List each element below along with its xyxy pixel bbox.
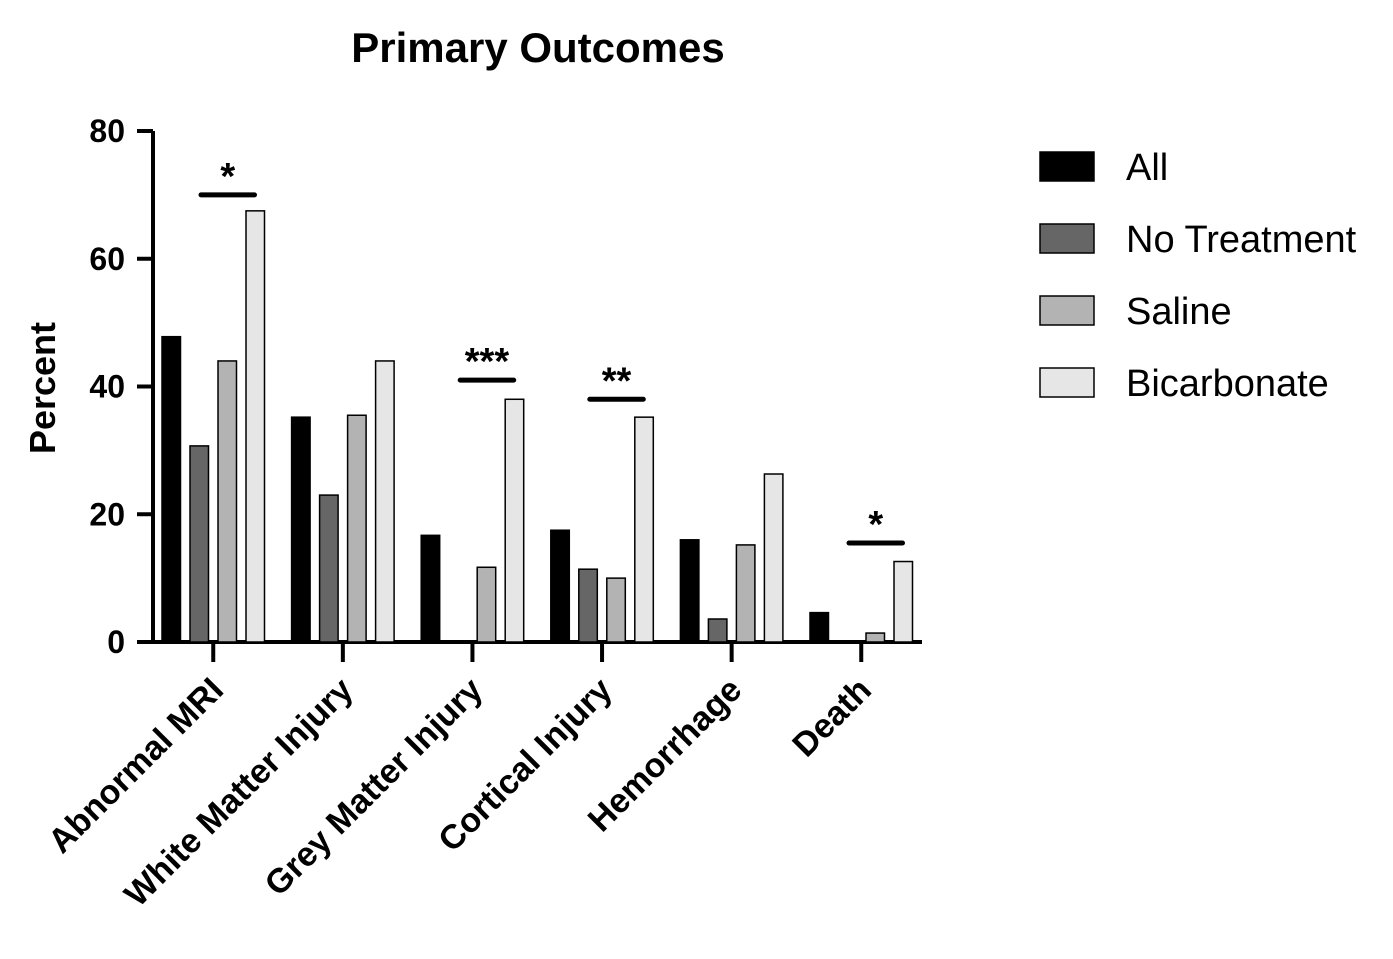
y-axis-label: Percent bbox=[22, 322, 63, 454]
bar bbox=[420, 534, 441, 643]
bar bbox=[504, 398, 525, 643]
significance-label: * bbox=[868, 504, 883, 546]
y-tick-label: 20 bbox=[89, 496, 125, 532]
x-tick-label: Death bbox=[785, 671, 879, 765]
bar bbox=[763, 473, 784, 643]
legend: All No Treatment Saline Bicarbonate bbox=[1039, 147, 1357, 405]
significance-annotations: **** *** bbox=[198, 156, 905, 546]
legend-swatch bbox=[1039, 223, 1095, 254]
bar bbox=[290, 416, 311, 643]
legend-swatch bbox=[1039, 151, 1095, 182]
bar bbox=[893, 560, 914, 643]
x-tick-label: Grey Matter Injury bbox=[257, 671, 490, 904]
significance-label: * bbox=[220, 156, 235, 198]
bar bbox=[735, 544, 756, 643]
bar bbox=[707, 618, 728, 643]
y-axis: 0 20 40 60 80 bbox=[89, 113, 155, 660]
legend-swatch bbox=[1039, 367, 1095, 398]
bar bbox=[189, 445, 210, 643]
bar bbox=[346, 414, 367, 643]
x-tick-label: White Matter Injury bbox=[117, 671, 360, 914]
legend-swatch bbox=[1039, 295, 1095, 326]
legend-label: No Treatment bbox=[1126, 219, 1357, 261]
bar bbox=[679, 539, 700, 643]
bar bbox=[318, 494, 339, 643]
legend-label: Bicarbonate bbox=[1126, 363, 1329, 405]
y-tick-label: 40 bbox=[89, 369, 125, 405]
bar bbox=[634, 416, 655, 643]
bar bbox=[374, 360, 395, 643]
y-tick-label: 80 bbox=[89, 113, 125, 149]
significance-label: *** bbox=[465, 341, 510, 383]
bar bbox=[606, 577, 627, 643]
bar bbox=[245, 210, 266, 643]
bar bbox=[550, 529, 571, 643]
bar bbox=[865, 632, 886, 643]
chart-title: Primary Outcomes bbox=[351, 24, 725, 71]
legend-label: All bbox=[1126, 147, 1168, 189]
y-tick-label: 60 bbox=[89, 241, 125, 277]
bar bbox=[217, 360, 238, 643]
bar bbox=[161, 335, 182, 643]
bars-group bbox=[161, 210, 914, 643]
bar bbox=[578, 568, 599, 643]
bar bbox=[809, 611, 830, 643]
legend-label: Saline bbox=[1126, 291, 1232, 333]
bar bbox=[476, 566, 497, 643]
y-tick-label: 0 bbox=[107, 624, 125, 660]
significance-label: ** bbox=[602, 360, 632, 402]
